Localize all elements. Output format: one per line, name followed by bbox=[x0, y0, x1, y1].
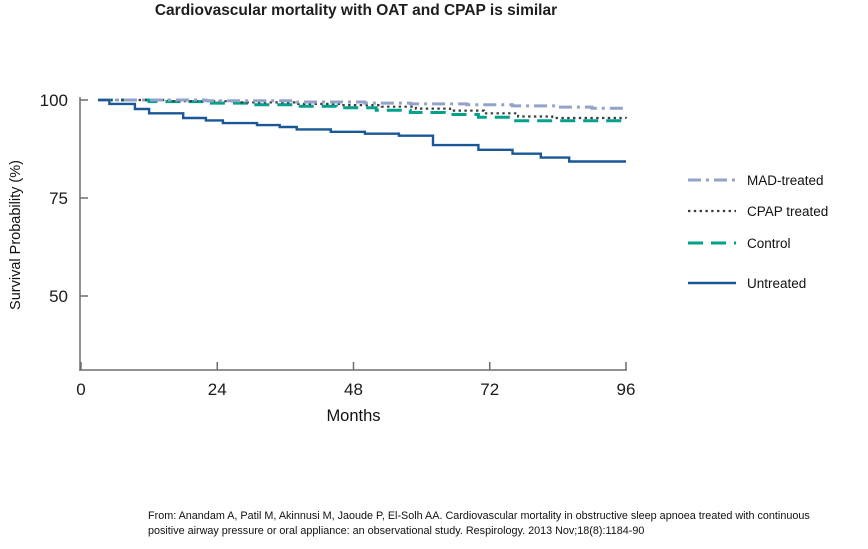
y-tick-label: 100 bbox=[40, 91, 68, 110]
series-line-mad-treated bbox=[98, 98, 626, 110]
x-tick-label: 96 bbox=[617, 380, 636, 399]
y-tick-label: 75 bbox=[49, 189, 68, 208]
legend-item-control: Control bbox=[688, 233, 828, 253]
citation-line-2: positive airway pressure or oral applian… bbox=[148, 525, 645, 538]
series-line-cpap-treated bbox=[98, 98, 628, 120]
y-axis-title: Survival Probability (%) bbox=[8, 160, 24, 310]
y-tick-label: 50 bbox=[49, 287, 68, 306]
chart-title: Cardiovascular mortality with OAT and CP… bbox=[154, 2, 558, 19]
survival-plot: 100 75 50 0 24 48 72 96 bbox=[40, 91, 636, 399]
x-tick-label: 24 bbox=[208, 380, 227, 399]
x-tick-label: 0 bbox=[76, 380, 85, 399]
citation: From: Anandam A, Patil M, Akinnusi M, Ja… bbox=[148, 509, 864, 540]
legend-label: Control bbox=[747, 235, 791, 251]
series-line-control bbox=[98, 98, 628, 123]
legend: MAD-treated CPAP treated Control Untreated bbox=[688, 170, 828, 293]
legend-swatch-dash-dot-line bbox=[688, 178, 736, 182]
series-line-untreated bbox=[98, 98, 626, 163]
legend-label: MAD-treated bbox=[747, 172, 824, 188]
legend-swatch-solid-line bbox=[688, 281, 736, 285]
legend-swatch-dotted-line bbox=[688, 209, 736, 213]
x-tick-label: 48 bbox=[344, 380, 363, 399]
legend-label: Untreated bbox=[747, 275, 807, 291]
x-axis-title: Months bbox=[326, 407, 381, 425]
citation-line-1: From: Anandam A, Patil M, Akinnusi M, Ja… bbox=[148, 510, 810, 522]
legend-label: CPAP treated bbox=[747, 203, 829, 219]
legend-item-mad-treated: MAD-treated bbox=[688, 170, 828, 190]
x-tick-label: 72 bbox=[480, 380, 499, 399]
legend-swatch-dashed-line bbox=[688, 241, 736, 245]
legend-item-cpap-treated: CPAP treated bbox=[688, 201, 828, 221]
legend-item-untreated: Untreated bbox=[688, 273, 828, 293]
